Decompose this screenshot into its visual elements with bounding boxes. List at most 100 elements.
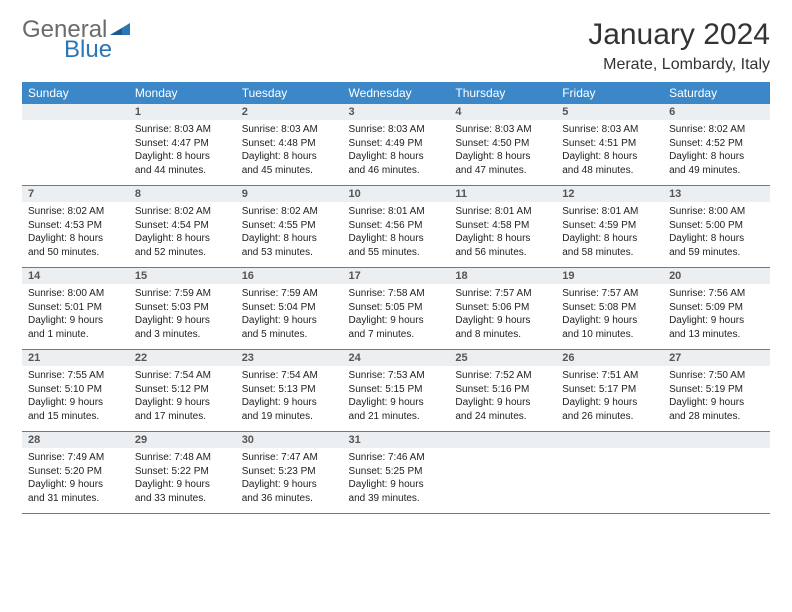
day-content: Sunrise: 8:01 AMSunset: 4:58 PMDaylight:… — [449, 202, 556, 267]
day-content: Sunrise: 7:57 AMSunset: 5:06 PMDaylight:… — [449, 284, 556, 349]
calendar-cell: 5Sunrise: 8:03 AMSunset: 4:51 PMDaylight… — [556, 104, 663, 186]
day-content: Sunrise: 8:03 AMSunset: 4:47 PMDaylight:… — [129, 120, 236, 185]
day-content: Sunrise: 7:59 AMSunset: 5:04 PMDaylight:… — [236, 284, 343, 349]
day-number: 12 — [556, 186, 663, 202]
day-number: 19 — [556, 268, 663, 284]
calendar-cell: 12Sunrise: 8:01 AMSunset: 4:59 PMDayligh… — [556, 186, 663, 268]
calendar-cell: 3Sunrise: 8:03 AMSunset: 4:49 PMDaylight… — [343, 104, 450, 186]
calendar-row: 1Sunrise: 8:03 AMSunset: 4:47 PMDaylight… — [22, 104, 770, 186]
day-header: Thursday — [449, 82, 556, 104]
day-number: 17 — [343, 268, 450, 284]
day-content: Sunrise: 7:50 AMSunset: 5:19 PMDaylight:… — [663, 366, 770, 431]
day-number: 3 — [343, 104, 450, 120]
day-header: Friday — [556, 82, 663, 104]
day-number: 27 — [663, 350, 770, 366]
day-content: Sunrise: 7:54 AMSunset: 5:12 PMDaylight:… — [129, 366, 236, 431]
day-number: 7 — [22, 186, 129, 202]
calendar-cell: 29Sunrise: 7:48 AMSunset: 5:22 PMDayligh… — [129, 432, 236, 514]
day-content: Sunrise: 7:58 AMSunset: 5:05 PMDaylight:… — [343, 284, 450, 349]
day-header: Saturday — [663, 82, 770, 104]
day-header: Wednesday — [343, 82, 450, 104]
day-number: 28 — [22, 432, 129, 448]
day-content: Sunrise: 8:02 AMSunset: 4:55 PMDaylight:… — [236, 202, 343, 267]
calendar-cell: 16Sunrise: 7:59 AMSunset: 5:04 PMDayligh… — [236, 268, 343, 350]
day-number: 8 — [129, 186, 236, 202]
calendar-cell: 10Sunrise: 8:01 AMSunset: 4:56 PMDayligh… — [343, 186, 450, 268]
day-header: Sunday — [22, 82, 129, 104]
calendar-cell: 26Sunrise: 7:51 AMSunset: 5:17 PMDayligh… — [556, 350, 663, 432]
day-header: Monday — [129, 82, 236, 104]
day-number: 4 — [449, 104, 556, 120]
calendar-cell: 14Sunrise: 8:00 AMSunset: 5:01 PMDayligh… — [22, 268, 129, 350]
day-content: Sunrise: 7:54 AMSunset: 5:13 PMDaylight:… — [236, 366, 343, 431]
day-content: Sunrise: 7:55 AMSunset: 5:10 PMDaylight:… — [22, 366, 129, 431]
logo: General Blue — [22, 18, 132, 62]
day-number: 18 — [449, 268, 556, 284]
calendar-head: SundayMondayTuesdayWednesdayThursdayFrid… — [22, 82, 770, 104]
calendar-cell: 21Sunrise: 7:55 AMSunset: 5:10 PMDayligh… — [22, 350, 129, 432]
day-header: Tuesday — [236, 82, 343, 104]
day-content — [663, 448, 770, 508]
day-content: Sunrise: 8:03 AMSunset: 4:49 PMDaylight:… — [343, 120, 450, 185]
day-number: 31 — [343, 432, 450, 448]
calendar-row: 14Sunrise: 8:00 AMSunset: 5:01 PMDayligh… — [22, 268, 770, 350]
day-content: Sunrise: 7:47 AMSunset: 5:23 PMDaylight:… — [236, 448, 343, 513]
calendar-cell: 15Sunrise: 7:59 AMSunset: 5:03 PMDayligh… — [129, 268, 236, 350]
day-number: 2 — [236, 104, 343, 120]
day-number: 5 — [556, 104, 663, 120]
calendar-cell: 7Sunrise: 8:02 AMSunset: 4:53 PMDaylight… — [22, 186, 129, 268]
day-number: 22 — [129, 350, 236, 366]
day-number: 21 — [22, 350, 129, 366]
calendar-row: 7Sunrise: 8:02 AMSunset: 4:53 PMDaylight… — [22, 186, 770, 268]
day-number: 16 — [236, 268, 343, 284]
day-content: Sunrise: 8:02 AMSunset: 4:54 PMDaylight:… — [129, 202, 236, 267]
calendar-cell: 27Sunrise: 7:50 AMSunset: 5:19 PMDayligh… — [663, 350, 770, 432]
calendar-cell: 1Sunrise: 8:03 AMSunset: 4:47 PMDaylight… — [129, 104, 236, 186]
day-content: Sunrise: 7:46 AMSunset: 5:25 PMDaylight:… — [343, 448, 450, 513]
day-number: 9 — [236, 186, 343, 202]
day-number: 14 — [22, 268, 129, 284]
calendar-table: SundayMondayTuesdayWednesdayThursdayFrid… — [22, 82, 770, 514]
calendar-cell: 24Sunrise: 7:53 AMSunset: 5:15 PMDayligh… — [343, 350, 450, 432]
calendar-cell: 20Sunrise: 7:56 AMSunset: 5:09 PMDayligh… — [663, 268, 770, 350]
calendar-cell: 9Sunrise: 8:02 AMSunset: 4:55 PMDaylight… — [236, 186, 343, 268]
header: General Blue January 2024 Merate, Lombar… — [22, 18, 770, 74]
day-number: 23 — [236, 350, 343, 366]
day-number: 26 — [556, 350, 663, 366]
day-number: 15 — [129, 268, 236, 284]
day-number: 25 — [449, 350, 556, 366]
calendar-cell — [22, 104, 129, 186]
calendar-cell: 17Sunrise: 7:58 AMSunset: 5:05 PMDayligh… — [343, 268, 450, 350]
calendar-cell: 25Sunrise: 7:52 AMSunset: 5:16 PMDayligh… — [449, 350, 556, 432]
calendar-cell: 28Sunrise: 7:49 AMSunset: 5:20 PMDayligh… — [22, 432, 129, 514]
day-content: Sunrise: 8:03 AMSunset: 4:48 PMDaylight:… — [236, 120, 343, 185]
day-content: Sunrise: 8:00 AMSunset: 5:01 PMDaylight:… — [22, 284, 129, 349]
day-content — [449, 448, 556, 508]
day-number: 30 — [236, 432, 343, 448]
day-content: Sunrise: 8:02 AMSunset: 4:52 PMDaylight:… — [663, 120, 770, 185]
calendar-cell: 19Sunrise: 7:57 AMSunset: 5:08 PMDayligh… — [556, 268, 663, 350]
day-number: 10 — [343, 186, 450, 202]
day-number: 24 — [343, 350, 450, 366]
day-content — [22, 120, 129, 180]
calendar-cell: 23Sunrise: 7:54 AMSunset: 5:13 PMDayligh… — [236, 350, 343, 432]
calendar-cell — [556, 432, 663, 514]
location: Merate, Lombardy, Italy — [588, 56, 770, 74]
day-content: Sunrise: 7:59 AMSunset: 5:03 PMDaylight:… — [129, 284, 236, 349]
calendar-cell — [663, 432, 770, 514]
calendar-cell: 13Sunrise: 8:00 AMSunset: 5:00 PMDayligh… — [663, 186, 770, 268]
day-number — [449, 432, 556, 448]
day-content: Sunrise: 8:03 AMSunset: 4:50 PMDaylight:… — [449, 120, 556, 185]
calendar-cell: 2Sunrise: 8:03 AMSunset: 4:48 PMDaylight… — [236, 104, 343, 186]
day-number — [22, 104, 129, 120]
day-content: Sunrise: 7:49 AMSunset: 5:20 PMDaylight:… — [22, 448, 129, 513]
day-content: Sunrise: 8:00 AMSunset: 5:00 PMDaylight:… — [663, 202, 770, 267]
calendar-cell: 18Sunrise: 7:57 AMSunset: 5:06 PMDayligh… — [449, 268, 556, 350]
day-content: Sunrise: 7:52 AMSunset: 5:16 PMDaylight:… — [449, 366, 556, 431]
day-content: Sunrise: 8:01 AMSunset: 4:59 PMDaylight:… — [556, 202, 663, 267]
calendar-row: 21Sunrise: 7:55 AMSunset: 5:10 PMDayligh… — [22, 350, 770, 432]
day-content: Sunrise: 7:48 AMSunset: 5:22 PMDaylight:… — [129, 448, 236, 513]
day-number — [663, 432, 770, 448]
day-number: 6 — [663, 104, 770, 120]
calendar-cell — [449, 432, 556, 514]
